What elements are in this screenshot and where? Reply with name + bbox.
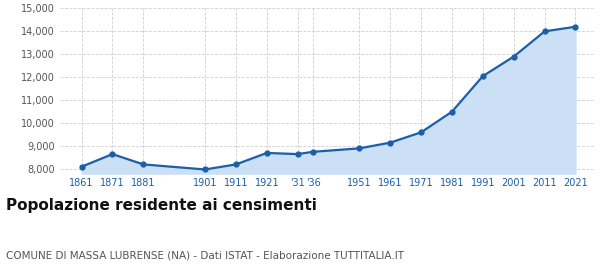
- Text: Popolazione residente ai censimenti: Popolazione residente ai censimenti: [6, 198, 317, 213]
- Text: COMUNE DI MASSA LUBRENSE (NA) - Dati ISTAT - Elaborazione TUTTITALIA.IT: COMUNE DI MASSA LUBRENSE (NA) - Dati IST…: [6, 250, 404, 260]
